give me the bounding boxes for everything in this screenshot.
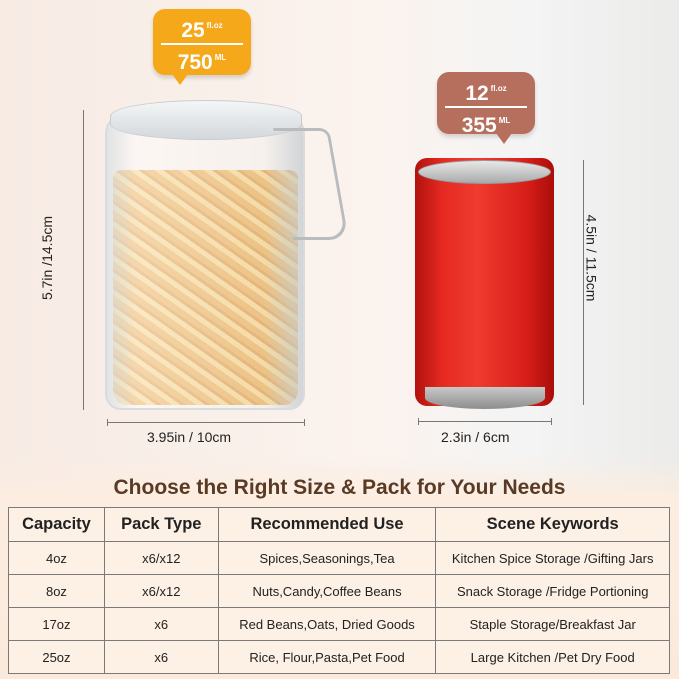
- can-width-line: [418, 418, 552, 425]
- cell-use: Red Beans,Oats, Dried Goods: [217, 607, 437, 641]
- table-row: 25oz x6 Rice, Flour,Pasta,Pet Food Large…: [8, 640, 670, 674]
- table-row: 8oz x6/x12 Nuts,Candy,Coffee Beans Snack…: [8, 574, 670, 608]
- can-capacity-badge: 12 fl.oz 355 ML: [437, 72, 535, 144]
- header-capacity: Capacity: [8, 507, 105, 542]
- can-oz: 12: [465, 82, 489, 105]
- jar-ml-unit: ML: [214, 53, 227, 62]
- can-bottom: [425, 387, 545, 409]
- cell-use: Nuts,Candy,Coffee Beans: [217, 574, 437, 608]
- header-recommended-use: Recommended Use: [217, 507, 437, 542]
- cell-use: Spices,Seasonings,Tea: [217, 541, 437, 575]
- can-top: [418, 160, 551, 184]
- cell-keywords: Staple Storage/Breakfast Jar: [435, 607, 670, 641]
- can-ml: 355: [461, 114, 497, 137]
- cell-keywords: Snack Storage /Fridge Portioning: [435, 574, 670, 608]
- cell-capacity: 25oz: [8, 640, 105, 674]
- cell-keywords: Large Kitchen /Pet Dry Food: [435, 640, 670, 674]
- divider: [445, 106, 527, 108]
- section-title: Choose the Right Size & Pack for Your Ne…: [113, 476, 566, 499]
- jar-lid: [110, 100, 302, 140]
- table-row: 17oz x6 Red Beans,Oats, Dried Goods Stap…: [8, 607, 670, 641]
- table-header-row: Capacity Pack Type Recommended Use Scene…: [8, 507, 670, 542]
- header-pack-type: Pack Type: [103, 507, 219, 542]
- header-scene-keywords: Scene Keywords: [435, 507, 670, 542]
- cell-capacity: 8oz: [8, 574, 105, 608]
- soda-can-image: [415, 158, 554, 406]
- cell-keywords: Kitchen Spice Storage /Gifting Jars: [435, 541, 670, 575]
- jar-width-label: 3.95in / 10cm: [147, 429, 232, 445]
- divider: [161, 43, 243, 45]
- table-row: 4oz x6/x12 Spices,Seasonings,Tea Kitchen…: [8, 541, 670, 575]
- can-width-label: 2.3in / 6cm: [441, 429, 510, 445]
- jar-height-label: 5.7in /14.5cm: [39, 215, 56, 301]
- can-oz-unit: fl.oz: [490, 84, 507, 93]
- jar-ml: 750: [177, 51, 213, 74]
- can-height-label: 4.5in / 11.5cm: [583, 214, 600, 302]
- cell-capacity: 4oz: [8, 541, 105, 575]
- jar-capacity-badge: 25 fl.oz 750 ML: [153, 9, 251, 85]
- jar-oz-unit: fl.oz: [206, 21, 223, 30]
- can-height-line: [583, 160, 584, 405]
- cell-pack-type: x6: [103, 607, 219, 641]
- glass-jar-image: [105, 112, 305, 410]
- cell-pack-type: x6: [103, 640, 219, 674]
- jar-height-line: [83, 110, 84, 410]
- jar-width-line: [107, 419, 305, 426]
- cell-capacity: 17oz: [8, 607, 105, 641]
- cell-pack-type: x6/x12: [103, 541, 219, 575]
- jar-oz: 25: [181, 19, 205, 42]
- size-table: Capacity Pack Type Recommended Use Scene…: [8, 507, 670, 674]
- cell-pack-type: x6/x12: [103, 574, 219, 608]
- cell-use: Rice, Flour,Pasta,Pet Food: [217, 640, 437, 674]
- can-ml-unit: ML: [498, 116, 511, 125]
